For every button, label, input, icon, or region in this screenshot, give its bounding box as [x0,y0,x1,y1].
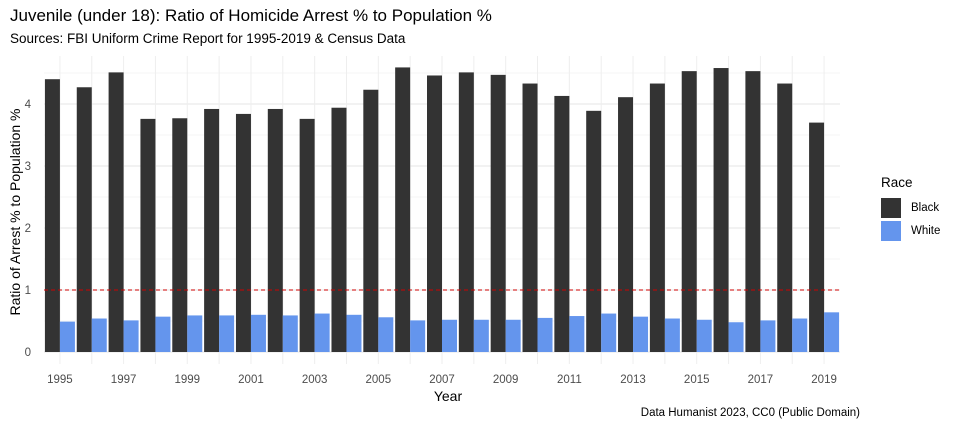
chart-subtitle: Sources: FBI Uniform Crime Report for 19… [10,31,406,46]
bar-white [219,315,235,352]
bar-black [745,71,761,352]
x-tick-label: 2011 [557,374,582,386]
bar-white [696,319,712,352]
legend-item-white: White [881,219,940,242]
x-tick-label: 2015 [684,374,710,386]
x-tick-label: 1995 [47,374,73,386]
bar-black [140,118,156,352]
bar-white [410,320,426,352]
bar-black [586,110,602,352]
bar-black [458,72,474,352]
bar-black [522,83,538,352]
bar-black [235,113,251,352]
x-tick-label: 2013 [620,374,646,386]
bar-white [123,320,139,352]
x-axis-ticks: 1995 1997 1999 2001 2003 2005 2007 2009 2011 2013… [47,374,837,386]
bar-white [824,312,840,352]
bar-black [395,67,411,353]
bar-white [187,315,203,352]
x-tick-label: 2003 [302,374,328,386]
bar-white [442,319,457,352]
bar-black [363,89,379,353]
y-tick-label: 0 [25,347,31,359]
legend: Race Black White [881,175,940,242]
x-tick-label: 1997 [111,374,137,386]
bar-white [505,319,521,352]
x-tick-label: 2019 [811,374,837,386]
y-axis-label: Ratio of Arrest % to Population % [7,109,23,316]
chart-caption: Data Humanist 2023, CC0 (Public Domain) [640,407,860,419]
legend-item-black: Black [881,196,940,219]
legend-key-black [881,197,901,218]
bar-black [108,72,124,352]
bar-white [59,321,75,352]
bar-black [554,95,570,352]
bar-white [792,318,808,352]
y-tick-label: 1 [25,285,31,297]
legend-key-white [881,220,901,241]
bar-black [618,97,634,353]
x-tick-label: 2007 [429,374,455,386]
bar-black [204,108,220,353]
bar-white [155,316,171,352]
legend-label-black: Black [911,201,940,214]
bar-black [299,118,315,352]
bar-white [378,317,394,352]
bar-white [314,313,330,352]
bar-black [44,79,60,352]
bar-white [728,322,744,352]
legend-label-white: White [911,224,941,237]
bar-black [713,68,729,352]
bar-white [664,318,680,352]
bar-white [601,313,617,352]
bar-black [490,74,506,353]
x-tick-label: 2017 [748,374,774,386]
bar-white [633,316,649,352]
chart-title: Juvenile (under 18): Ratio of Homicide A… [10,6,492,25]
bar-white [282,315,298,352]
y-axis-ticks: 0 1 2 3 4 [25,99,32,359]
bar-black [427,75,442,352]
x-tick-label: 2009 [493,374,519,386]
y-tick-label: 3 [25,161,31,173]
y-tick-label: 4 [25,99,32,111]
bars [44,67,840,353]
bar-white [537,317,553,352]
bar-black [681,71,697,352]
bar-black [76,87,92,352]
bar-white [473,319,489,352]
x-axis-label: Year [434,388,463,404]
y-tick-label: 2 [25,223,31,235]
legend-title: Race [881,175,913,190]
bar-white [91,318,107,352]
bar-black [649,83,665,352]
bar-black [809,122,825,352]
bar-black [267,108,283,353]
x-tick-label: 1999 [174,374,200,386]
bar-white [346,314,362,352]
x-tick-label: 2005 [366,374,392,386]
bar-white [760,320,776,352]
bar-black [777,83,793,352]
bar-black [331,107,347,352]
bar-white [250,314,266,352]
x-tick-label: 2001 [238,374,264,386]
bar-white [569,316,585,352]
bar-black [172,118,188,352]
